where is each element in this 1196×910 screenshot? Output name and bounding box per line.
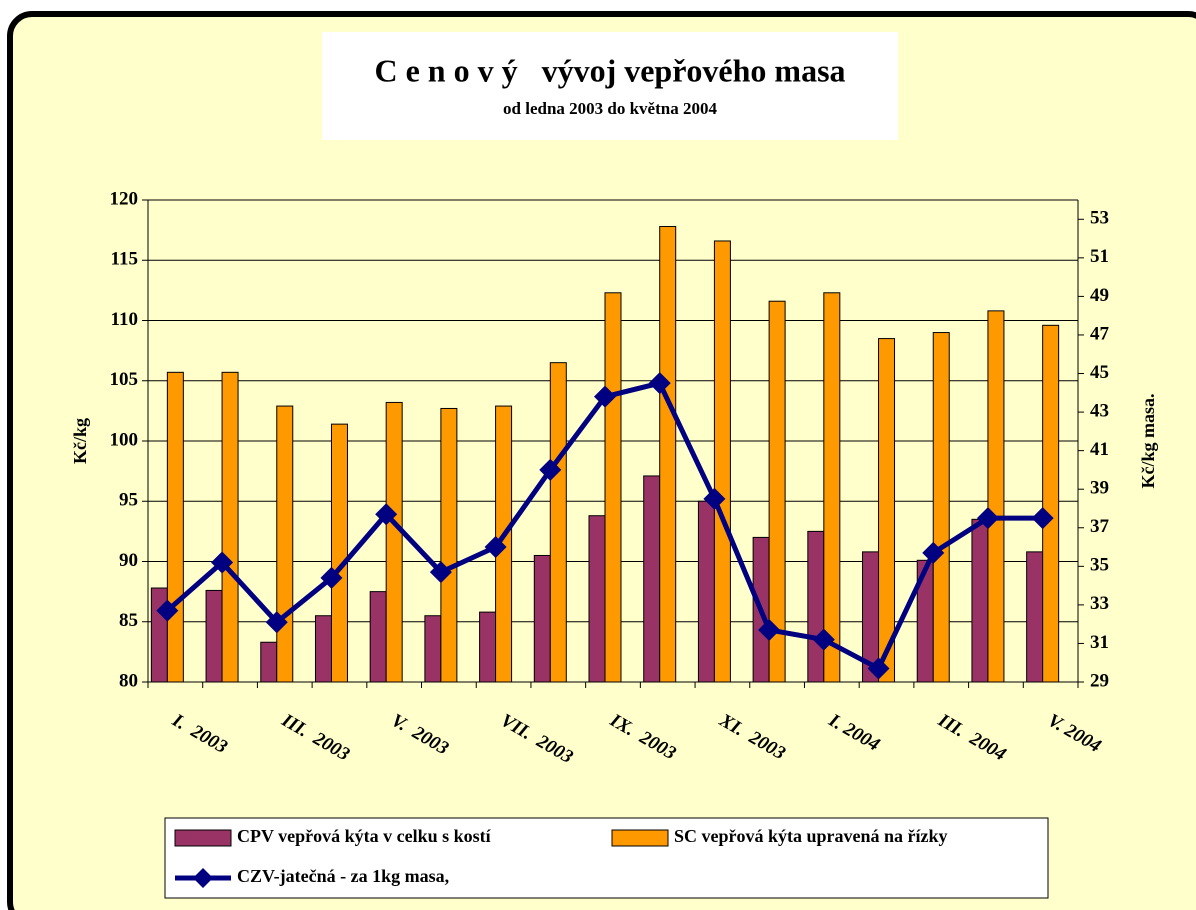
- marker: [976, 507, 999, 530]
- title-box: [322, 32, 898, 140]
- y2-tick-label: 53: [1090, 208, 1109, 229]
- marker: [265, 611, 288, 634]
- background: [7, 11, 1196, 910]
- y-tick-label: 105: [110, 369, 139, 390]
- legend-swatch: [611, 829, 669, 847]
- marker: [648, 372, 671, 395]
- y2-tick-label: 39: [1090, 478, 1109, 499]
- bar: [971, 518, 989, 683]
- chart-title: C e n o v ý vývoj vepřového masa: [374, 52, 845, 88]
- marker: [539, 458, 562, 481]
- bar: [697, 500, 715, 683]
- bar: [314, 615, 332, 683]
- marker: [429, 561, 452, 584]
- marker: [812, 628, 835, 651]
- bar: [276, 405, 294, 683]
- marker: [211, 551, 234, 574]
- marker: [156, 599, 179, 622]
- marker: [703, 487, 726, 510]
- legend-label: SC vepřová kýta upravená na řízky: [674, 826, 948, 846]
- marker: [594, 385, 616, 408]
- bar: [221, 371, 239, 683]
- y-tick-label: 80: [119, 670, 138, 691]
- marker: [484, 536, 507, 559]
- y2-tick-label: 49: [1090, 285, 1109, 306]
- y-tick-label: 115: [111, 249, 138, 270]
- legend-label: CPV vepřová kýta v celku s kostí: [237, 826, 492, 846]
- marker: [922, 541, 945, 564]
- bar: [588, 515, 606, 683]
- y-tick-label: 95: [119, 490, 138, 511]
- y2-tick-label: 45: [1090, 362, 1109, 383]
- y-tick-label: 100: [110, 429, 139, 450]
- bar: [1026, 551, 1044, 683]
- marker: [375, 503, 398, 526]
- bar: [440, 407, 458, 683]
- marker: [867, 657, 890, 680]
- y2-tick-label: 29: [1090, 670, 1109, 691]
- bar: [549, 362, 567, 683]
- marker: [1031, 507, 1054, 530]
- bar: [166, 371, 184, 683]
- y-tick-label: 90: [119, 550, 138, 571]
- bar: [424, 615, 442, 683]
- bar: [987, 310, 1005, 683]
- y-axis-label: Kč/kg: [70, 418, 90, 464]
- y2-tick-label: 43: [1090, 400, 1109, 421]
- bar: [932, 332, 950, 683]
- y-tick-label: 85: [119, 610, 138, 631]
- bar: [479, 611, 497, 683]
- bar: [369, 591, 387, 683]
- y2-tick-label: 47: [1090, 323, 1110, 344]
- bar: [260, 641, 278, 683]
- bar: [385, 401, 403, 683]
- bar: [533, 554, 551, 683]
- y-tick-label: 120: [110, 188, 139, 209]
- y2-axis-label: Kč/kg masa.: [1138, 393, 1158, 488]
- bar: [205, 589, 223, 683]
- legend-label: CZV-jatečná - za 1kg masa,: [237, 866, 449, 886]
- bar: [713, 240, 731, 683]
- legend-swatch: [174, 829, 232, 847]
- legend: [164, 817, 1049, 899]
- y2-tick-label: 35: [1090, 555, 1109, 576]
- marker: [758, 618, 781, 641]
- bar: [643, 475, 661, 683]
- legend-marker: [193, 868, 213, 888]
- bar: [659, 226, 677, 683]
- bar: [878, 338, 896, 683]
- bar: [330, 423, 348, 683]
- marker: [320, 566, 343, 589]
- y2-tick-label: 51: [1090, 246, 1109, 267]
- bar: [823, 292, 841, 683]
- chart-subtitle: od ledna 2003 do května 2004: [503, 99, 717, 118]
- bar: [1042, 324, 1060, 683]
- bar: [807, 530, 825, 683]
- y2-tick-label: 41: [1090, 439, 1109, 460]
- y2-tick-label: 31: [1090, 632, 1109, 653]
- y-tick-label: 110: [111, 309, 138, 330]
- bar: [604, 292, 622, 683]
- y2-tick-label: 37: [1090, 516, 1110, 537]
- y2-tick-label: 33: [1090, 593, 1109, 614]
